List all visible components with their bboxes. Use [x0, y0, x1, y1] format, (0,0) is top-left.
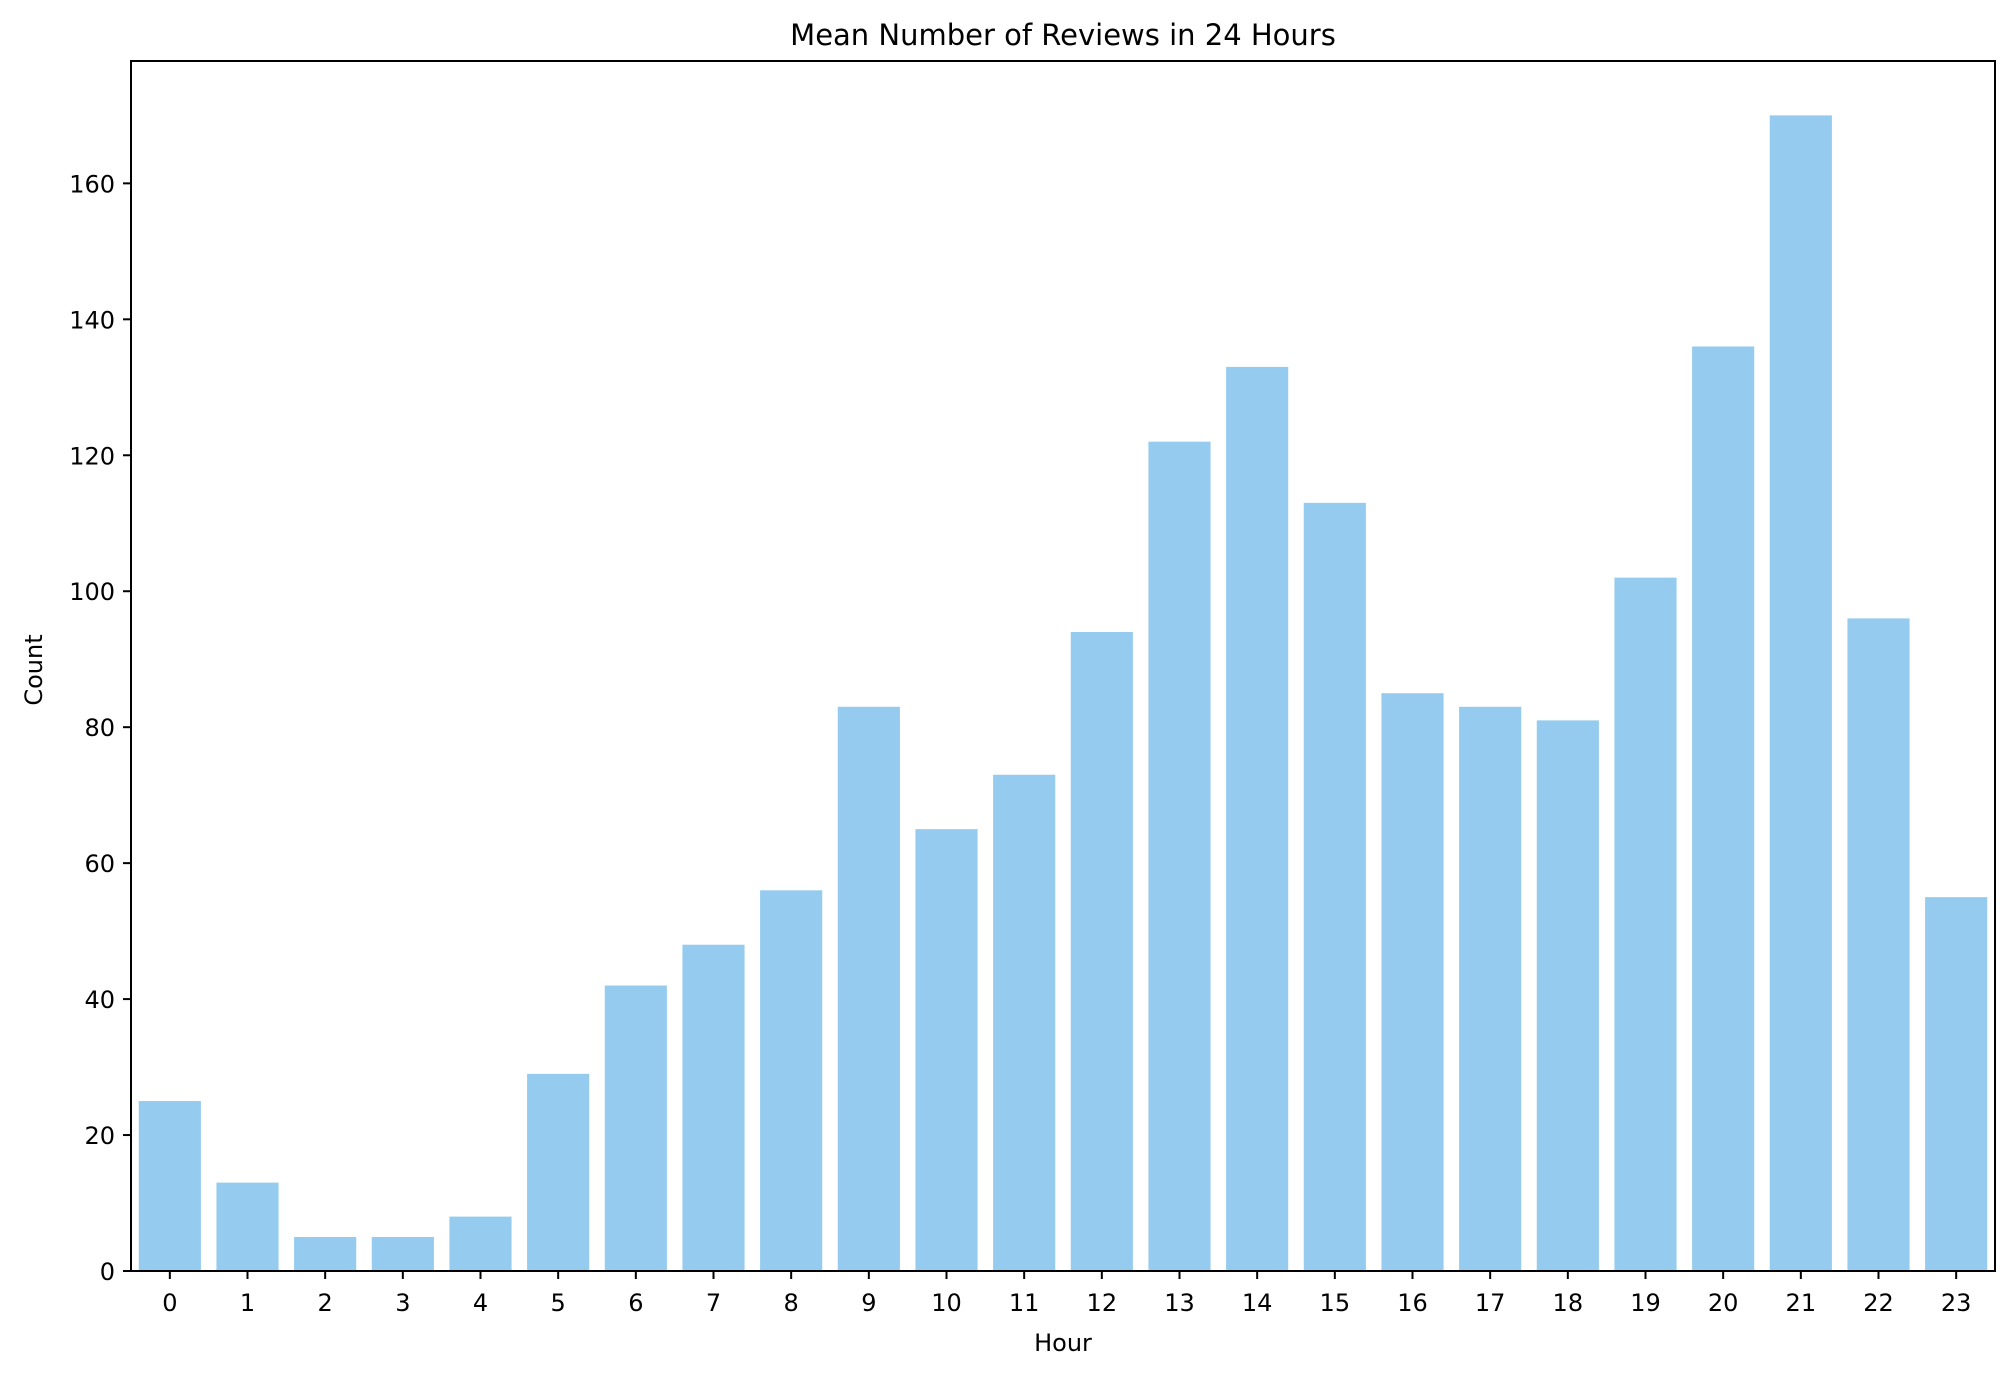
x-tick-label: 18	[1553, 1289, 1584, 1317]
bar-hour-11	[993, 774, 1056, 1271]
bar-hour-17	[1459, 706, 1522, 1271]
x-tick-label: 17	[1475, 1289, 1506, 1317]
x-axis-ticks: 0 1 2 3 4 5 6 7 8 9 10 11 12 13 14 15 16 17 18 19 20 21 22 23	[162, 1271, 1971, 1317]
y-tick-label: 120	[69, 442, 115, 470]
y-tick-label: 100	[69, 578, 115, 606]
x-tick-label: 9	[861, 1289, 876, 1317]
bar-hour-2	[294, 1237, 357, 1271]
bar-hour-7	[682, 944, 745, 1271]
bar-hour-19	[1614, 577, 1677, 1271]
x-tick-label: 5	[551, 1289, 566, 1317]
x-axis-label: Hour	[1034, 1329, 1092, 1357]
x-tick-label: 6	[628, 1289, 643, 1317]
bar-hour-5	[527, 1073, 590, 1271]
x-tick-label: 14	[1242, 1289, 1273, 1317]
bar-hour-16	[1381, 693, 1444, 1271]
x-tick-label: 11	[1009, 1289, 1040, 1317]
x-tick-label: 7	[706, 1289, 721, 1317]
x-tick-label: 12	[1087, 1289, 1118, 1317]
y-tick-label: 20	[84, 1122, 115, 1150]
x-tick-label: 16	[1397, 1289, 1428, 1317]
x-tick-label: 20	[1708, 1289, 1739, 1317]
x-tick-label: 2	[318, 1289, 333, 1317]
x-tick-label: 15	[1320, 1289, 1351, 1317]
plot-frame	[130, 60, 1996, 1272]
bar-hour-12	[1070, 632, 1133, 1271]
x-tick-label: 0	[162, 1289, 177, 1317]
x-tick-label: 1	[240, 1289, 255, 1317]
bar-hour-0	[138, 1101, 201, 1271]
bar-hour-14	[1226, 366, 1289, 1271]
y-tick-label: 40	[84, 986, 115, 1014]
bar-hour-23	[1925, 897, 1988, 1271]
bar-hour-20	[1692, 346, 1755, 1271]
x-tick-label: 22	[1863, 1289, 1894, 1317]
y-axis-label: Count	[20, 634, 48, 705]
bar-hour-22	[1847, 618, 1910, 1271]
bar-hour-21	[1769, 115, 1832, 1271]
y-tick-label: 0	[100, 1258, 115, 1286]
y-tick-label: 140	[69, 306, 115, 334]
bar-hour-15	[1303, 502, 1366, 1271]
bar-hour-1	[216, 1182, 279, 1271]
x-tick-label: 10	[931, 1289, 962, 1317]
x-tick-label: 13	[1164, 1289, 1195, 1317]
chart-title: Mean Number of Reviews in 24 Hours	[790, 18, 1336, 52]
bar-hour-8	[760, 890, 823, 1271]
bar-hour-18	[1536, 720, 1599, 1271]
y-tick-label: 160	[69, 170, 115, 198]
x-tick-label: 21	[1786, 1289, 1817, 1317]
x-tick-label: 23	[1941, 1289, 1972, 1317]
x-tick-label: 4	[473, 1289, 488, 1317]
y-tick-label: 60	[84, 850, 115, 878]
y-axis-ticks: 0 20 40 60 80 100 120 140 160	[69, 170, 131, 1286]
bars-group	[138, 115, 1988, 1271]
y-tick-label: 80	[84, 714, 115, 742]
x-tick-label: 8	[784, 1289, 799, 1317]
bar-hour-4	[449, 1216, 512, 1271]
x-tick-label: 19	[1630, 1289, 1661, 1317]
bar-hour-9	[837, 706, 900, 1271]
bar-hour-6	[604, 985, 667, 1271]
bar-hour-10	[915, 829, 978, 1271]
x-tick-label: 3	[395, 1289, 410, 1317]
bar-hour-3	[371, 1237, 434, 1271]
bar-hour-13	[1148, 441, 1211, 1271]
